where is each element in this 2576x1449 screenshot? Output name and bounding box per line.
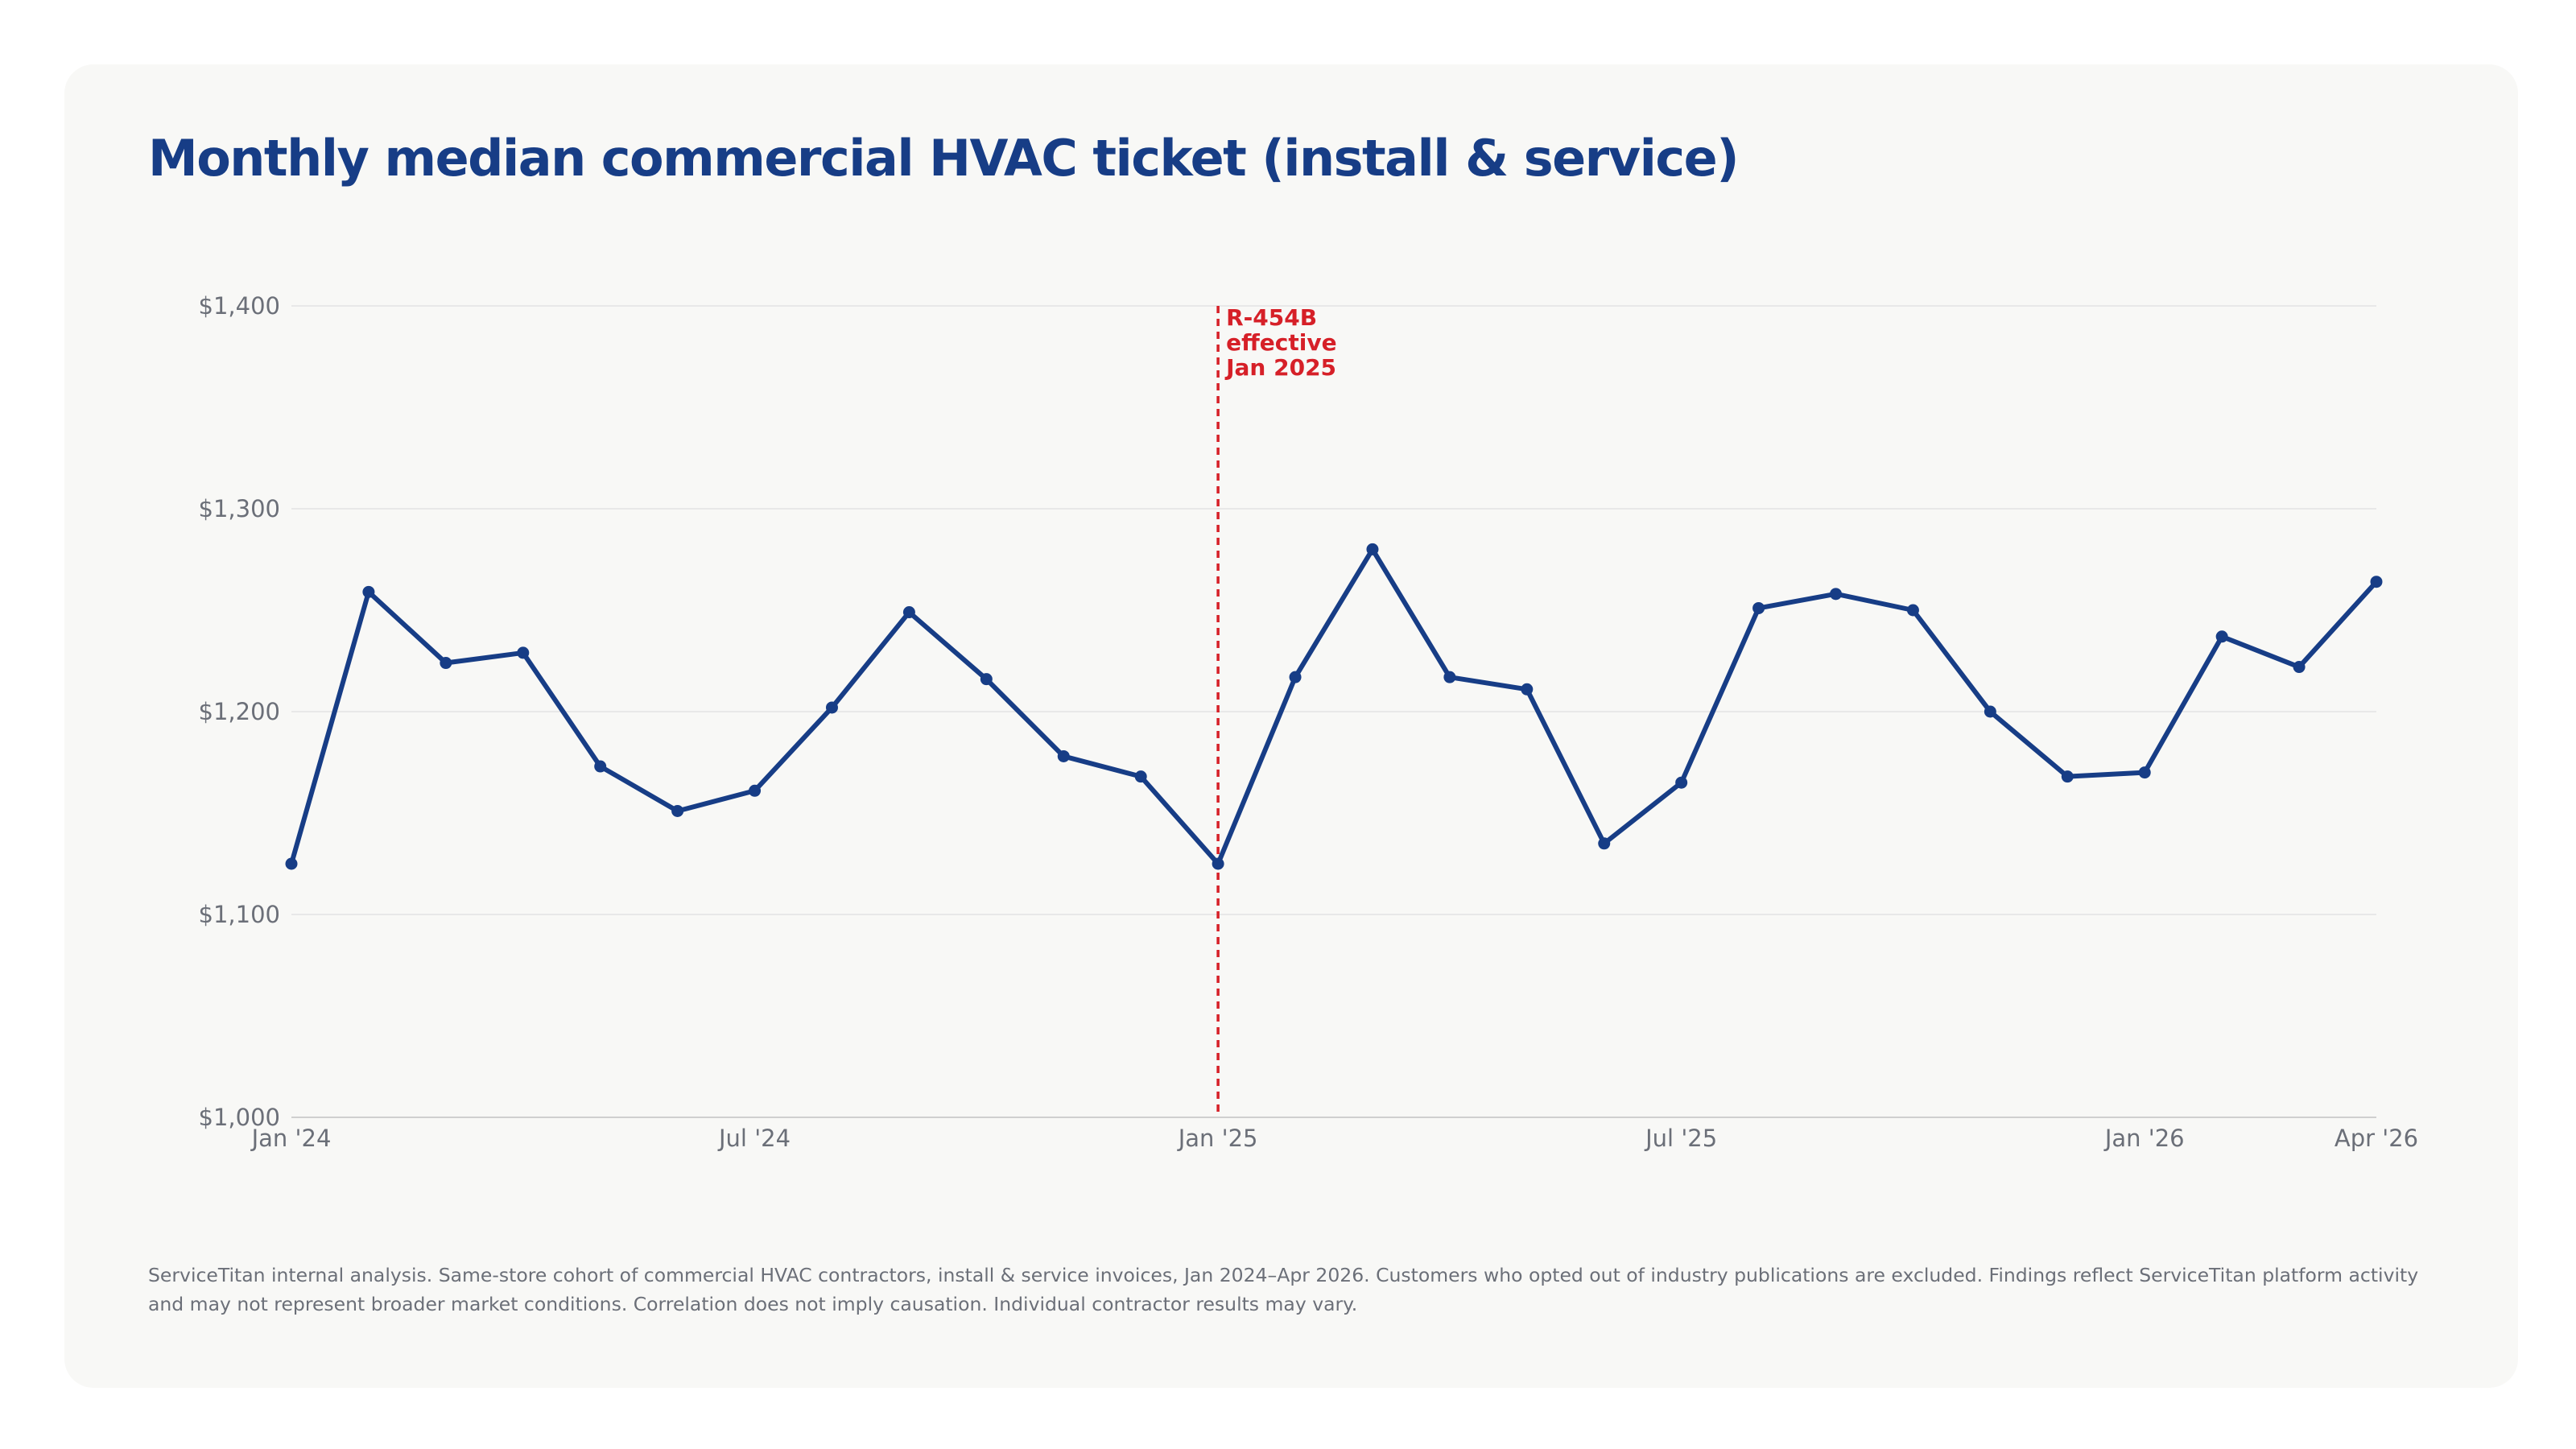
footnote: ServiceTitan internal analysis. Same-sto… (148, 1264, 2419, 1315)
x-tick-label: Apr '26 (2334, 1125, 2418, 1152)
x-tick-label: Jul '25 (1644, 1125, 1717, 1152)
chart-card (64, 64, 2518, 1388)
data-point (1134, 770, 1147, 783)
y-tick-label: $1,100 (199, 901, 280, 928)
data-point (902, 606, 915, 619)
data-point (1443, 671, 1456, 683)
x-tick-label: Jan '25 (1177, 1125, 1258, 1152)
data-point (1675, 776, 1688, 789)
y-tick-label: $1,400 (199, 292, 280, 320)
series-line (289, 547, 2379, 866)
data-point (1212, 857, 1224, 870)
annotation-label: effective (1226, 329, 1336, 356)
data-point (1057, 749, 1070, 762)
data-point (362, 585, 375, 598)
data-point (1521, 683, 1534, 696)
data-point (1752, 601, 1765, 614)
x-tick-label: Jan '26 (2103, 1125, 2185, 1152)
data-point (285, 857, 298, 870)
data-point (1289, 671, 1302, 683)
x-tick-label: Jan '24 (250, 1125, 332, 1152)
data-point (440, 657, 452, 670)
annotation-label: R-454B (1226, 304, 1317, 331)
data-point (1598, 837, 1611, 850)
data-point (825, 701, 838, 714)
chart-title: Monthly median commercial HVAC ticket (i… (148, 129, 1740, 188)
data-point (671, 804, 684, 817)
data-point (1984, 705, 1996, 718)
data-point (980, 673, 993, 686)
data-point (749, 784, 762, 797)
data-point (2215, 630, 2228, 643)
data-point (594, 760, 607, 773)
data-point (517, 646, 530, 659)
data-point (1366, 543, 1379, 555)
data-point (1830, 588, 1843, 601)
y-tick-label: $1,200 (199, 698, 280, 725)
data-point (2061, 770, 2074, 783)
annotation-label: Jan 2025 (1224, 354, 1336, 381)
data-point (2138, 766, 2151, 779)
y-tick-label: $1,000 (199, 1104, 280, 1131)
data-point (2370, 576, 2383, 588)
y-tick-label: $1,300 (199, 495, 280, 522)
x-tick-label: Jul '24 (717, 1125, 791, 1152)
data-point (1906, 604, 1919, 617)
data-point (2293, 661, 2306, 674)
